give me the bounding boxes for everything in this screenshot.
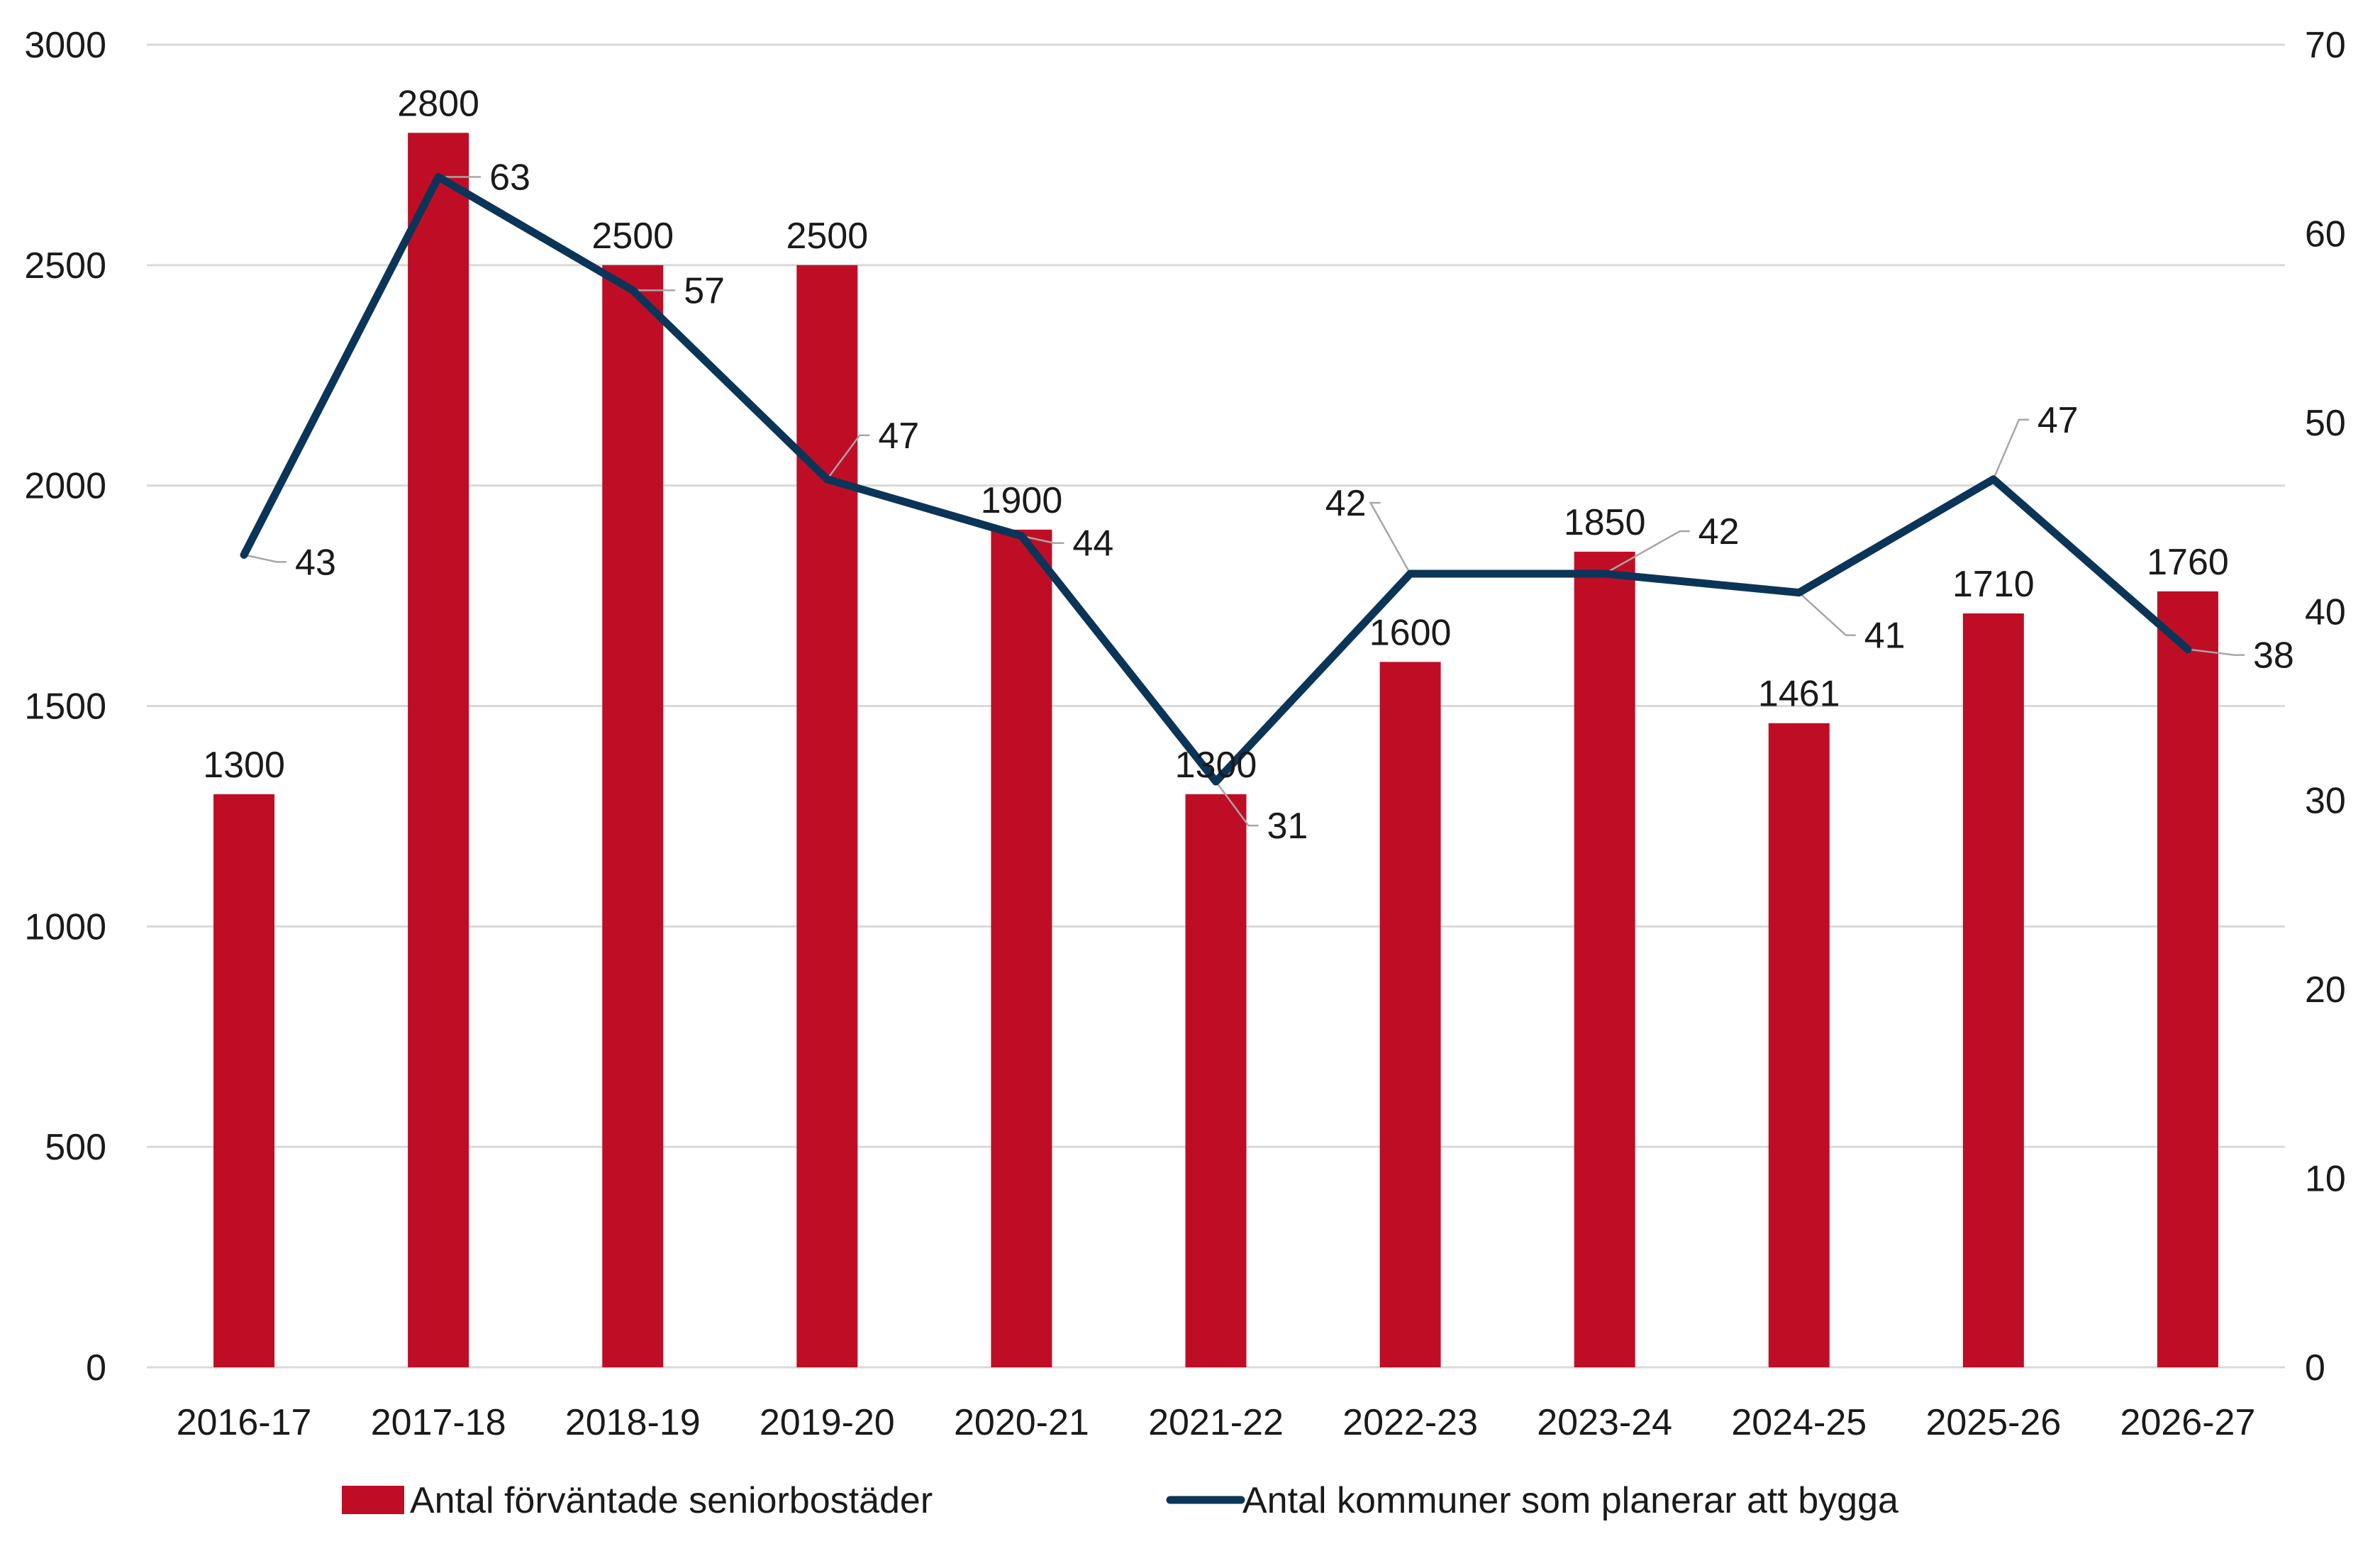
bar <box>1185 794 1247 1367</box>
line-series <box>240 173 2192 786</box>
line-data-label: 42 <box>1325 483 1367 524</box>
line-data-label: 42 <box>1698 511 1740 552</box>
leader-line <box>1604 530 1690 575</box>
line-data-label: 47 <box>2037 400 2079 441</box>
x-axis: 2016-17 2017-18 2018-19 2019-20 2020-21 2021-… <box>177 1402 2256 1443</box>
bar-data-label: 2500 <box>786 216 868 257</box>
bar-data-label: 2800 <box>397 83 479 124</box>
x-tick-label: 2023-24 <box>1537 1402 1672 1443</box>
bar <box>1768 723 1830 1367</box>
bar-data-label: 1710 <box>1952 564 2035 605</box>
bar-data-label: 1300 <box>1175 745 1257 786</box>
leader-line <box>826 434 870 480</box>
legend-label-bars: Antal förväntade seniorbostäder <box>410 1480 933 1521</box>
x-tick-label: 2021-22 <box>1148 1402 1284 1443</box>
bar-data-label: 1900 <box>981 480 1063 521</box>
leader-line <box>1798 591 1856 636</box>
bar-data-label: 1461 <box>1758 674 1840 715</box>
bar <box>1574 551 1635 1367</box>
line-data-label: 31 <box>1267 806 1308 847</box>
y-right-tick-label: 60 <box>2305 213 2346 255</box>
line-data-label: 57 <box>684 270 725 311</box>
y-left-tick-label: 2500 <box>24 245 106 287</box>
y-right-tick-label: 50 <box>2305 403 2346 444</box>
y-left-tick-label: 1500 <box>24 686 106 728</box>
line-data-label: 43 <box>295 542 336 583</box>
x-tick-label: 2025-26 <box>1925 1402 2061 1443</box>
label-leader-lines <box>243 176 2245 827</box>
y-left-tick-label: 500 <box>45 1127 106 1168</box>
line-data-labels: 43 63 57 47 44 31 42 42 41 47 38 <box>295 157 2294 847</box>
line-data-label: 41 <box>1864 616 1906 657</box>
bar-data-label: 1760 <box>2147 542 2229 583</box>
bar-data-label: 1300 <box>203 745 285 786</box>
bar <box>408 133 469 1367</box>
leader-line <box>1021 535 1064 544</box>
x-tick-label: 2017-18 <box>371 1402 506 1443</box>
x-tick-label: 2026-27 <box>2120 1402 2256 1443</box>
leader-line <box>1369 501 1411 574</box>
line-data-label: 63 <box>489 157 530 199</box>
y-left-tick-label: 2000 <box>24 466 106 507</box>
y-axis-left: 0 500 1000 1500 2000 2500 3000 <box>24 25 106 1389</box>
x-tick-label: 2022-23 <box>1342 1402 1478 1443</box>
bar <box>1379 662 1441 1367</box>
bar <box>991 529 1052 1368</box>
y-axis-right: 0 10 20 30 40 50 60 70 <box>2305 25 2346 1389</box>
line-data-label: 47 <box>878 416 919 457</box>
bar-data-label: 2500 <box>591 216 674 257</box>
bar <box>1962 613 2024 1368</box>
legend: Antal förväntade seniorbostäder Antal ko… <box>342 1480 1898 1521</box>
line-data-label: 44 <box>1072 523 1113 565</box>
y-left-tick-label: 0 <box>86 1347 106 1389</box>
x-tick-label: 2018-19 <box>565 1402 701 1443</box>
y-right-tick-label: 0 <box>2305 1347 2325 1389</box>
legend-swatch-bars <box>342 1486 404 1514</box>
bar-data-label: 1600 <box>1369 612 1452 653</box>
leader-line <box>1992 418 2029 480</box>
y-right-tick-label: 40 <box>2305 591 2346 633</box>
y-left-tick-label: 1000 <box>24 906 106 947</box>
y-right-tick-label: 30 <box>2305 781 2346 822</box>
x-tick-label: 2016-17 <box>177 1402 312 1443</box>
x-tick-label: 2020-21 <box>954 1402 1089 1443</box>
bar <box>213 794 275 1367</box>
bar-data-labels: 1300 2800 2500 2500 1900 1300 1600 1850 1461 1710… <box>203 83 2229 786</box>
bar-series <box>213 133 2218 1368</box>
legend-label-line: Antal kommuner som planerar att bygga <box>1242 1480 1898 1521</box>
leader-line <box>2187 648 2245 656</box>
x-tick-label: 2024-25 <box>1731 1402 1867 1443</box>
y-right-tick-label: 70 <box>2305 25 2346 66</box>
bar <box>2157 591 2218 1367</box>
bar <box>796 265 858 1367</box>
bar-data-label: 1850 <box>1564 502 1646 543</box>
y-right-tick-label: 20 <box>2305 969 2346 1011</box>
y-right-tick-label: 10 <box>2305 1159 2346 1200</box>
line-data-label: 38 <box>2253 635 2294 677</box>
y-left-tick-label: 3000 <box>24 25 106 66</box>
x-tick-label: 2019-20 <box>760 1402 895 1443</box>
leader-line <box>1215 781 1259 827</box>
bar <box>602 265 664 1367</box>
leader-line <box>243 554 287 563</box>
